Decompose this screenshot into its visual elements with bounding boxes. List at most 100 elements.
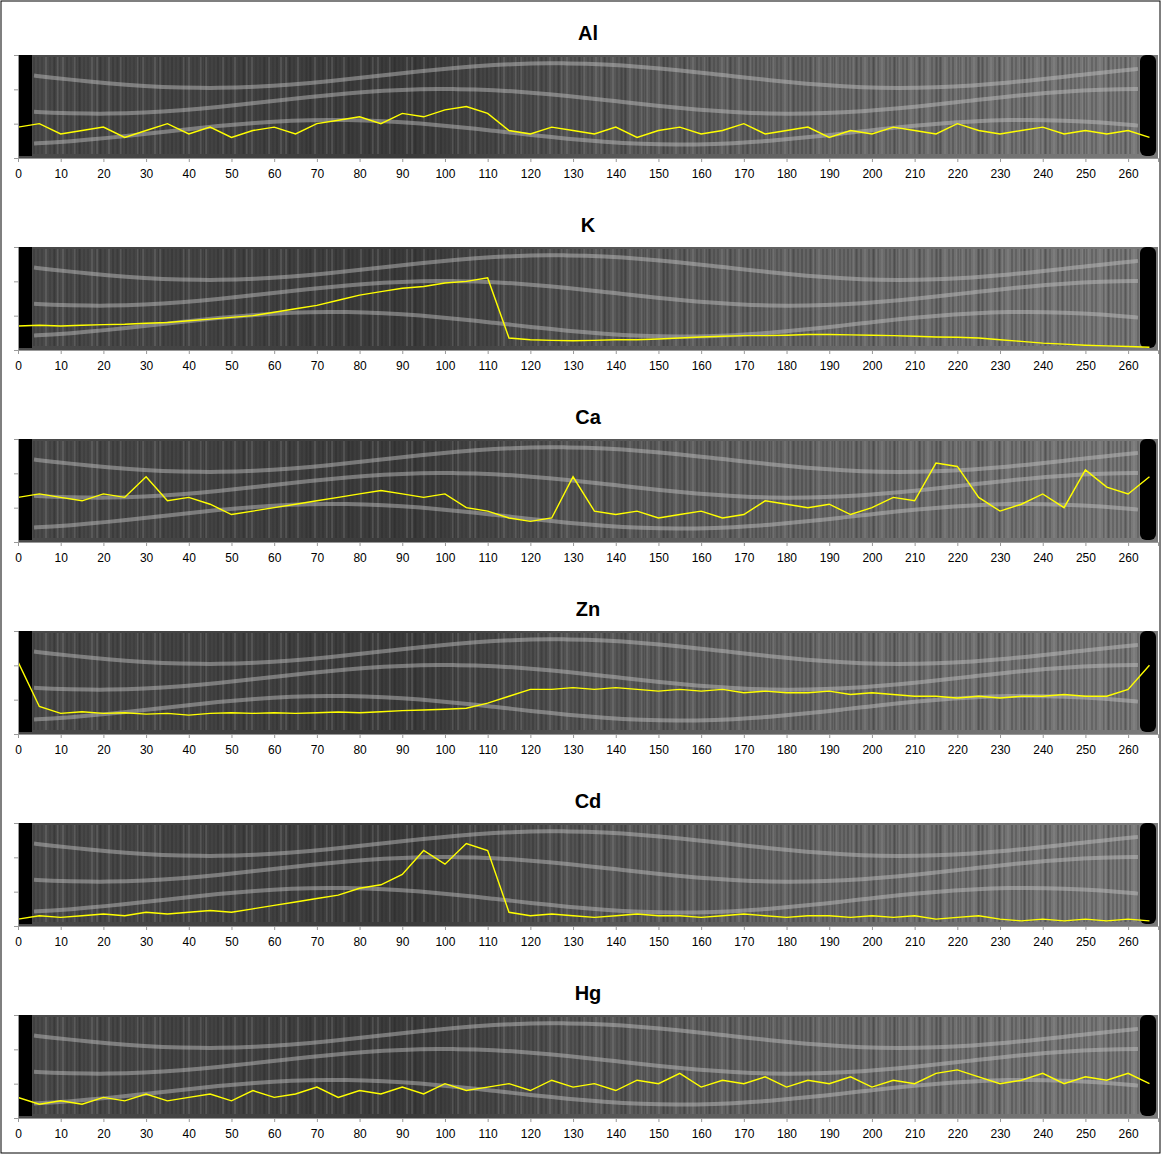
sample-stripe	[181, 633, 182, 730]
x-tick: 90	[396, 158, 410, 181]
sample-stripe	[806, 57, 807, 154]
y-tick	[14, 316, 18, 317]
x-tick-label: 120	[521, 551, 541, 565]
sample-stripe	[294, 57, 295, 154]
sample-stripe	[369, 633, 370, 730]
x-tick-mark	[402, 158, 403, 162]
sample-stripe	[958, 57, 959, 154]
x-tick: 170	[734, 734, 754, 757]
x-tick-label: 0	[15, 167, 22, 181]
y-tick-mark	[14, 665, 18, 666]
sample-stripe	[500, 249, 501, 346]
sample-stripe	[139, 825, 140, 922]
sample-stripe	[260, 633, 261, 730]
sample-stripe	[1071, 57, 1072, 154]
sample-stripe	[730, 57, 731, 154]
x-tick-label: 100	[435, 743, 455, 757]
x-tick-label: 180	[777, 359, 797, 373]
sample-stripe	[1024, 57, 1025, 154]
sample-stripe	[814, 441, 815, 538]
sample-stripe	[164, 441, 165, 538]
sample-stripe	[1033, 57, 1034, 154]
sample-stripe	[474, 249, 475, 346]
sample-stripe	[328, 825, 329, 922]
sample-stripe	[550, 57, 551, 154]
sample-stripe	[613, 633, 614, 730]
sample-stripe	[302, 57, 303, 154]
x-tick-label: 210	[905, 551, 925, 565]
sample-stripe	[370, 57, 371, 154]
sample-stripe	[277, 249, 278, 346]
x-tick: 30	[140, 734, 154, 757]
sample-stripe	[877, 249, 878, 346]
sample-stripe	[332, 441, 333, 538]
x-tick: 250	[1076, 542, 1096, 565]
sample-stripe	[46, 249, 47, 346]
sample-stripe	[541, 249, 542, 346]
x-tick: 90	[396, 350, 410, 373]
sample-stripe	[273, 57, 274, 154]
sample-stripe	[193, 249, 194, 346]
sample-stripe	[1021, 249, 1022, 346]
sample-stripe	[726, 441, 727, 538]
sample-stripe	[349, 57, 350, 154]
x-tick-label: 240	[1033, 359, 1053, 373]
sample-stripe	[445, 441, 446, 538]
sample-stripe	[168, 441, 169, 538]
sample-stripe	[1092, 633, 1093, 730]
sample-stripe	[281, 441, 282, 538]
sample-stripe	[46, 57, 47, 154]
x-tick: 260	[1119, 542, 1139, 565]
sample-stripe	[751, 633, 752, 730]
sample-stripe	[546, 441, 547, 538]
sample-stripe	[453, 249, 454, 346]
x-tick-mark	[616, 350, 617, 354]
sample-stripe	[869, 57, 870, 154]
element-profile	[18, 662, 1149, 715]
sample-stripe	[995, 57, 996, 154]
sample-stripe	[58, 249, 59, 346]
sample-stripe	[391, 633, 392, 730]
sample-stripe	[1020, 249, 1021, 346]
y-tick	[14, 247, 18, 248]
sample-stripe	[328, 57, 329, 154]
sample-stripe	[899, 633, 900, 730]
sample-stripe	[206, 633, 207, 730]
sample-stripe	[810, 441, 811, 538]
sample-stripe	[953, 57, 954, 154]
sample-stripe	[538, 57, 539, 154]
sample-stripe	[201, 441, 202, 538]
x-tick-mark	[189, 542, 190, 546]
x-tick-mark	[231, 350, 232, 354]
sample-stripe	[727, 249, 728, 346]
sample-stripe	[1134, 249, 1135, 346]
sample-stripe	[126, 57, 127, 154]
sample-stripe	[210, 249, 211, 346]
sample-stripe	[466, 441, 467, 538]
sample-stripe	[395, 57, 396, 154]
x-tick: 190	[820, 350, 840, 373]
sample-stripe	[458, 441, 459, 538]
sample-stripe	[874, 441, 875, 538]
sample-stripe	[478, 633, 479, 730]
sample-stripe	[201, 825, 202, 922]
x-tick: 210	[905, 542, 925, 565]
sample-stripe	[382, 441, 383, 538]
sample-stripe	[159, 249, 160, 346]
y-tick	[14, 542, 18, 543]
y-tick-mark	[14, 316, 18, 317]
x-tick-label: 100	[435, 167, 455, 181]
x-tick-label: 160	[692, 551, 712, 565]
x-tick-label: 200	[862, 167, 882, 181]
x-tick-label: 180	[777, 551, 797, 565]
sample-stripe	[458, 57, 459, 154]
x-tick-label: 70	[311, 359, 325, 373]
sample-stripe	[130, 441, 131, 538]
sample-stripe	[886, 441, 887, 538]
y-tick	[14, 350, 18, 351]
sample-stripe	[319, 825, 320, 922]
sample-stripe	[344, 441, 345, 538]
sample-stripe	[890, 57, 891, 154]
sample-stripe	[1016, 633, 1017, 730]
plot-area	[18, 662, 1149, 715]
